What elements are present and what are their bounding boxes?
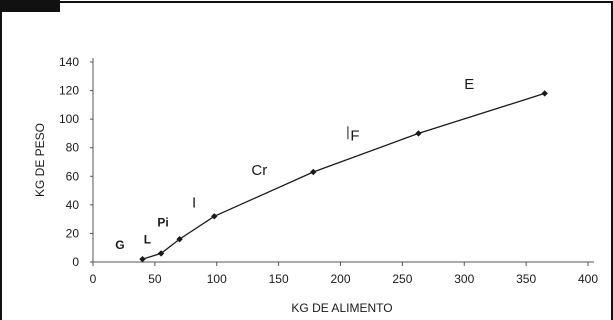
y-tick-label: 20 [66,226,80,240]
data-point [139,255,146,263]
data-point [541,90,548,97]
data-point [211,213,218,220]
series-line [142,92,545,260]
data-point [415,130,422,137]
y-tick-label: 0 [72,255,79,269]
x-tick-label: 250 [392,272,412,286]
data-point [176,235,183,243]
x-tick-label: 400 [578,272,598,286]
y-tick-label: 80 [66,141,80,155]
stage-label: I [192,195,196,212]
x-tick-label: 0 [90,272,97,286]
y-tick-label: 40 [66,198,80,212]
x-tick-label: 150 [269,272,289,286]
stage-label: Cr [251,162,267,179]
x-tick-label: 50 [148,272,162,286]
y-tick-label: 100 [59,112,79,126]
x-tick-label: 100 [207,272,227,286]
figure-header-tab [0,0,60,12]
stage-label: F [350,128,359,145]
data-point [157,250,165,257]
x-tick-label: 200 [330,272,350,286]
y-tick-label: 140 [59,55,79,69]
stage-label: E [464,76,474,93]
x-tick-label: 300 [454,272,474,286]
y-tick-label: 120 [59,84,79,98]
x-tick-label: 350 [516,272,536,286]
stage-label: L [144,232,151,246]
y-tick-label: 60 [66,169,80,183]
x-axis-title: KG DE ALIMENTO [291,301,392,315]
data-point [310,168,317,176]
stage-label: G [115,238,124,252]
y-axis-title: KG DE PESO [33,123,47,197]
stage-label: Pi [157,215,168,229]
